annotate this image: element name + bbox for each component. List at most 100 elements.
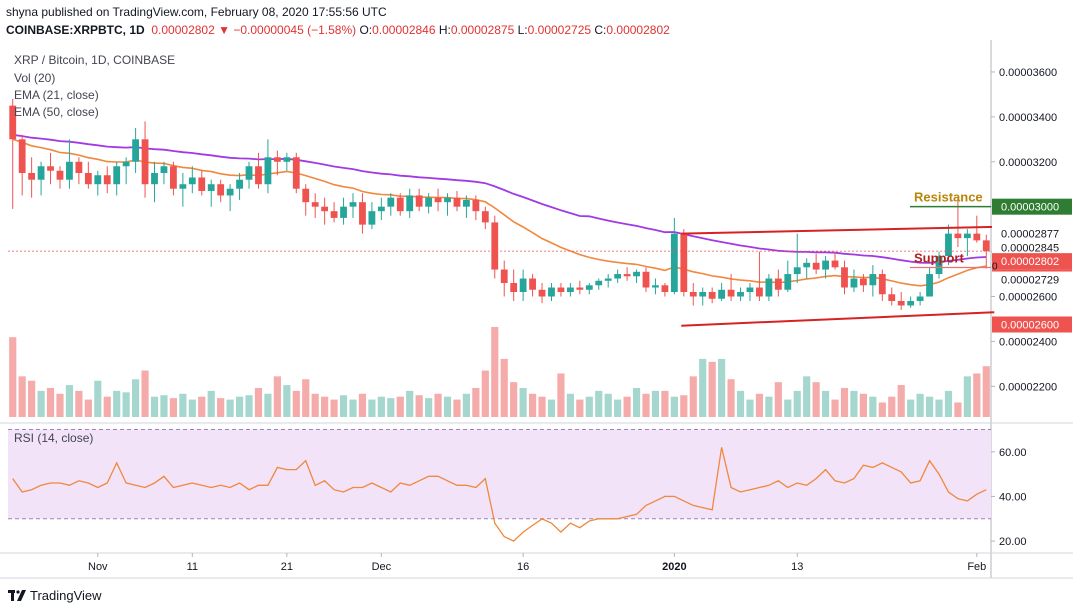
candle-body (321, 206, 329, 212)
volume-bar (46, 387, 55, 417)
legend-rsi[interactable]: RSI (14, close) (14, 431, 94, 445)
candle-body (548, 287, 555, 297)
candle-body (434, 197, 442, 203)
high-label: H: (438, 23, 451, 37)
candle-body (841, 267, 848, 288)
volume-bar (198, 396, 206, 417)
rsi-tick-label: 20.00 (999, 536, 1027, 548)
legend-title[interactable]: XRP / Bitcoin, 1D, COINBASE (14, 53, 176, 67)
candle-body (94, 175, 102, 185)
ema21-line (12, 138, 987, 287)
volume-bar (651, 390, 660, 417)
volume-bar (434, 393, 442, 417)
volume-bar (235, 396, 244, 417)
time-tick-label: 13 (791, 561, 803, 573)
volume-bar (75, 390, 83, 417)
candle-body (954, 233, 962, 239)
candle-body (472, 199, 480, 212)
candle-body (784, 274, 792, 290)
last-price-badge-bg (992, 253, 1072, 270)
ema21-price-badge-bg (992, 239, 1072, 256)
candle-body (245, 166, 253, 180)
footer-brand[interactable]: TradingView (8, 588, 102, 603)
support-price-badge-bg (992, 271, 1072, 288)
candle-body (236, 179, 243, 189)
candle-body (37, 166, 45, 180)
candle-body (292, 157, 300, 189)
volume-bar (339, 395, 348, 417)
volume-bar (614, 399, 622, 417)
open-label: O: (359, 23, 373, 37)
volume-bar (491, 327, 499, 417)
low-price-badge-bg (992, 316, 1072, 333)
volume-bar (793, 390, 801, 417)
resistance-price-badge: 0.00003000 (1001, 202, 1059, 214)
price-tick-label: 0.00003400 (999, 112, 1057, 124)
candle-body (444, 197, 451, 203)
symbol-line: COINBASE:XRPBTC, 1D 0.00002802 ▼ −0.0000… (6, 23, 670, 37)
volume-bar (510, 382, 518, 417)
close-value: 0.00002802 (606, 23, 670, 37)
ema50-line (12, 133, 987, 264)
volume-bar (878, 402, 886, 417)
volume-bar (680, 395, 688, 417)
legend-volume[interactable]: Vol (20) (14, 71, 56, 85)
channel-lower-line (681, 311, 995, 327)
candle-body (812, 262, 820, 270)
candle-body (850, 278, 858, 288)
candle-body (28, 172, 36, 180)
candle-body (103, 175, 111, 185)
down-arrow-icon: ▼ (218, 23, 230, 37)
symbol-label[interactable]: COINBASE:XRPBTC, 1D (6, 23, 145, 37)
volume-bar (245, 395, 253, 417)
volume-bar (944, 390, 953, 417)
price-tick-label: 0.00002600 (999, 291, 1057, 303)
legend-ema50[interactable]: EMA (50, close) (14, 105, 99, 119)
volume-bar (169, 398, 178, 417)
candle-body (670, 233, 678, 293)
price-tick-label: 0.00003600 (999, 67, 1057, 79)
volume-bar (302, 379, 310, 417)
volume-bar (283, 385, 291, 417)
candle-body (349, 202, 357, 207)
volume-bar (642, 393, 650, 417)
candle-body (170, 166, 177, 189)
volume-bar (623, 396, 631, 417)
candle-body (141, 139, 149, 185)
legend-ema21[interactable]: EMA (21, close) (14, 88, 99, 102)
footer-brand-label: TradingView (30, 588, 102, 603)
volume-bar (462, 393, 471, 417)
volume-bar (888, 396, 896, 417)
volume-bar (821, 390, 830, 417)
candle-body (226, 188, 234, 196)
candle-body (132, 139, 140, 162)
volume-bar (500, 358, 508, 417)
candle-body (151, 172, 158, 185)
candle-body (642, 271, 650, 288)
volume-bar (774, 382, 782, 417)
candle-body (264, 157, 272, 185)
volume-bar (188, 399, 196, 417)
volume-bar (321, 396, 329, 417)
candle-body (9, 105, 17, 140)
candle-body (907, 300, 915, 306)
volume-bar (528, 393, 537, 417)
volume-bar (84, 399, 92, 417)
volume-bar (103, 396, 111, 417)
price-change: −0.00000045 (−1.58%) (233, 23, 357, 37)
candle-body (311, 202, 319, 207)
time-tick-label: 16 (517, 561, 529, 573)
volume-bar (56, 393, 64, 417)
volume-bar (604, 393, 612, 417)
candle-body (963, 233, 971, 239)
volume-bar (869, 396, 877, 417)
volume-bar (65, 385, 74, 417)
volume-bar (406, 390, 414, 417)
low-label: L: (517, 23, 528, 37)
volume-bar (132, 379, 140, 417)
close-label: C: (594, 23, 607, 37)
candle-body (859, 278, 867, 286)
candle-body (973, 233, 981, 241)
candle-body (179, 184, 187, 189)
